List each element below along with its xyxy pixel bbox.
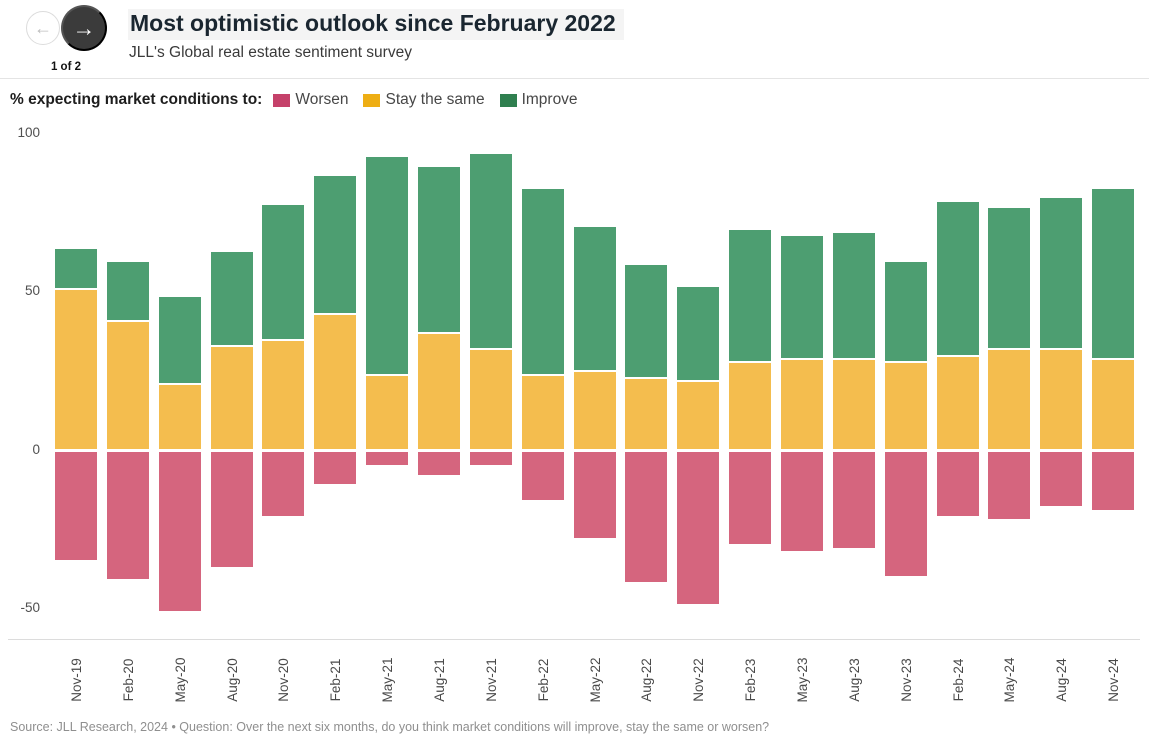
y-axis-label: 0 xyxy=(32,441,40,457)
bar-segment-worsen[interactable] xyxy=(468,450,513,467)
bar-segment-stay-the-same[interactable] xyxy=(468,349,513,451)
bar-segment-worsen[interactable] xyxy=(1039,450,1084,508)
bar-segment-stay-the-same[interactable] xyxy=(728,361,773,451)
bar-segment-improve[interactable] xyxy=(831,232,876,359)
bar-segment-worsen[interactable] xyxy=(53,450,98,562)
bar-segment-stay-the-same[interactable] xyxy=(1039,349,1084,451)
chart-legend: % expecting market conditions to: Worsen… xyxy=(10,89,593,111)
pagination-count: 1 of 2 xyxy=(50,61,82,73)
legend-swatch-icon xyxy=(499,93,517,107)
bar-segment-improve[interactable] xyxy=(520,187,565,375)
bar-segment-worsen[interactable] xyxy=(935,450,980,517)
bar-segment-improve[interactable] xyxy=(676,286,721,381)
bar-segment-worsen[interactable] xyxy=(313,450,358,486)
bar-segment-worsen[interactable] xyxy=(572,450,617,540)
plot-area: Nov-19 Feb-20 May-20 Aug-20 Nov-20 Feb-21 May-… xyxy=(50,120,1139,703)
bar-segment-improve[interactable] xyxy=(313,175,358,315)
y-axis-label: 100 xyxy=(17,125,40,141)
bar-segment-stay-the-same[interactable] xyxy=(572,371,617,451)
bar-segment-improve[interactable] xyxy=(779,235,824,359)
bar-segment-worsen[interactable] xyxy=(520,450,565,502)
bar-segment-improve[interactable] xyxy=(1091,187,1136,359)
bar-segment-worsen[interactable] xyxy=(883,450,928,578)
x-axis-baseline xyxy=(8,639,1140,640)
bar-segment-stay-the-same[interactable] xyxy=(313,314,358,451)
bar-segment-worsen[interactable] xyxy=(261,450,306,517)
bar-segment-stay-the-same[interactable] xyxy=(1091,358,1136,451)
arrow-right-icon: → xyxy=(72,14,96,41)
bar-segment-stay-the-same[interactable] xyxy=(935,355,980,451)
bar-segment-improve[interactable] xyxy=(883,260,928,362)
bar-segment-stay-the-same[interactable] xyxy=(261,339,306,451)
bar-segment-improve[interactable] xyxy=(105,260,150,321)
bar-segment-worsen[interactable] xyxy=(157,450,202,612)
bar-segment-stay-the-same[interactable] xyxy=(53,289,98,451)
bar-segment-improve[interactable] xyxy=(416,165,461,334)
bar-segment-stay-the-same[interactable] xyxy=(831,358,876,451)
bar-segment-stay-the-same[interactable] xyxy=(676,380,721,451)
next-chart-button[interactable]: → xyxy=(61,5,107,51)
bar-segment-improve[interactable] xyxy=(157,295,202,385)
bar-segment-improve[interactable] xyxy=(935,200,980,356)
bar-segment-stay-the-same[interactable] xyxy=(779,358,824,451)
legend-swatch-icon xyxy=(363,93,381,107)
previous-chart-button[interactable]: ← xyxy=(26,11,60,45)
header-divider xyxy=(0,78,1149,79)
bar-segment-improve[interactable] xyxy=(468,153,513,350)
bar-segment-worsen[interactable] xyxy=(624,450,669,584)
bar-segment-stay-the-same[interactable] xyxy=(209,346,254,451)
bar-segment-worsen[interactable] xyxy=(831,450,876,549)
bar-segment-improve[interactable] xyxy=(728,229,773,362)
bar-segment-stay-the-same[interactable] xyxy=(365,374,410,451)
legend-swatch-icon xyxy=(273,93,291,107)
bar-segment-stay-the-same[interactable] xyxy=(105,320,150,451)
bar-segment-worsen[interactable] xyxy=(1091,450,1136,511)
page-title: Most optimistic outlook since February 2… xyxy=(128,9,624,40)
bar-segment-worsen[interactable] xyxy=(779,450,824,552)
bar-segment-improve[interactable] xyxy=(209,251,254,347)
legend-item-label: Stay the same xyxy=(385,91,485,108)
bar-segment-improve[interactable] xyxy=(261,203,306,340)
bar-segment-improve[interactable] xyxy=(365,156,410,375)
page-subtitle: JLL's Global real estate sentiment surve… xyxy=(129,44,412,61)
legend-item-label: Worsen xyxy=(295,91,349,108)
bar-segment-stay-the-same[interactable] xyxy=(157,384,202,451)
legend-item-label: Improve xyxy=(521,91,578,108)
x-axis-label: Nov-24 xyxy=(1105,658,1121,702)
bar-segment-worsen[interactable] xyxy=(987,450,1032,521)
bar-segment-improve[interactable] xyxy=(987,206,1032,350)
legend-item-improve: Improve xyxy=(499,91,578,109)
bar-segment-stay-the-same[interactable] xyxy=(987,349,1032,451)
bar-segment-improve[interactable] xyxy=(1039,197,1084,350)
bar-segment-improve[interactable] xyxy=(572,225,617,372)
bar-segment-improve[interactable] xyxy=(53,248,98,290)
legend-item-stay-the-same: Stay the same xyxy=(363,91,485,109)
bar-segment-worsen[interactable] xyxy=(365,450,410,467)
source-note: Source: JLL Research, 2024 • Question: O… xyxy=(10,720,770,734)
bar-segment-worsen[interactable] xyxy=(105,450,150,581)
bar-segment-stay-the-same[interactable] xyxy=(883,361,928,451)
y-axis-label: -50 xyxy=(20,599,40,615)
bar-segment-worsen[interactable] xyxy=(209,450,254,568)
bar-segment-stay-the-same[interactable] xyxy=(624,377,669,451)
y-axis-label: 50 xyxy=(24,283,40,299)
bar-segment-stay-the-same[interactable] xyxy=(416,333,461,451)
legend-title: % expecting market conditions to: xyxy=(10,91,263,108)
bar-segment-improve[interactable] xyxy=(624,263,669,378)
bar-segment-worsen[interactable] xyxy=(676,450,721,606)
bar-segment-worsen[interactable] xyxy=(416,450,461,476)
bar-segment-stay-the-same[interactable] xyxy=(520,374,565,451)
legend-item-worsen: Worsen xyxy=(273,91,348,109)
bar-segment-worsen[interactable] xyxy=(728,450,773,546)
arrow-left-icon: ← xyxy=(34,17,52,38)
